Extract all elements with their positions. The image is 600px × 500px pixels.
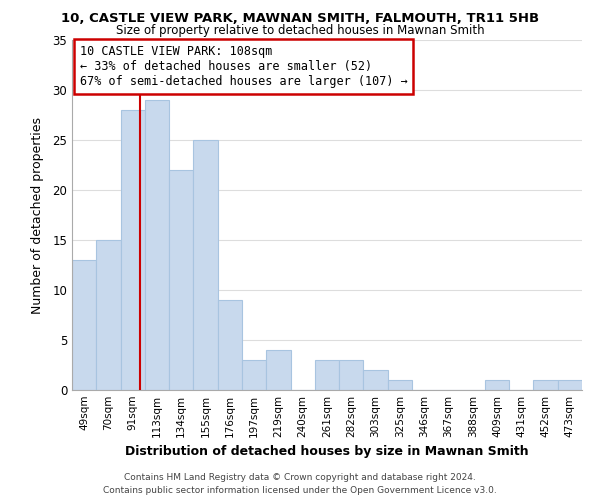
Bar bbox=[485, 380, 509, 390]
Bar bbox=[72, 260, 96, 390]
Text: Contains HM Land Registry data © Crown copyright and database right 2024.
Contai: Contains HM Land Registry data © Crown c… bbox=[103, 474, 497, 495]
Bar bbox=[266, 350, 290, 390]
X-axis label: Distribution of detached houses by size in Mawnan Smith: Distribution of detached houses by size … bbox=[125, 446, 529, 458]
Bar bbox=[315, 360, 339, 390]
Bar bbox=[242, 360, 266, 390]
Bar bbox=[193, 140, 218, 390]
Bar bbox=[121, 110, 145, 390]
Bar bbox=[145, 100, 169, 390]
Bar bbox=[558, 380, 582, 390]
Bar bbox=[388, 380, 412, 390]
Bar bbox=[169, 170, 193, 390]
Bar bbox=[96, 240, 121, 390]
Text: 10, CASTLE VIEW PARK, MAWNAN SMITH, FALMOUTH, TR11 5HB: 10, CASTLE VIEW PARK, MAWNAN SMITH, FALM… bbox=[61, 12, 539, 26]
Text: Size of property relative to detached houses in Mawnan Smith: Size of property relative to detached ho… bbox=[116, 24, 484, 37]
Text: 10 CASTLE VIEW PARK: 108sqm
← 33% of detached houses are smaller (52)
67% of sem: 10 CASTLE VIEW PARK: 108sqm ← 33% of det… bbox=[80, 46, 407, 88]
Bar bbox=[339, 360, 364, 390]
Bar bbox=[533, 380, 558, 390]
Bar bbox=[218, 300, 242, 390]
Bar bbox=[364, 370, 388, 390]
Y-axis label: Number of detached properties: Number of detached properties bbox=[31, 116, 44, 314]
